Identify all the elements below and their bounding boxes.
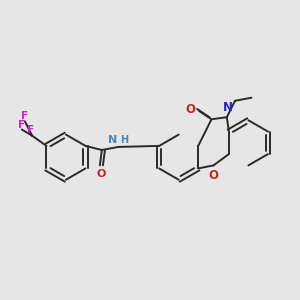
Text: F: F: [28, 124, 34, 135]
Text: N: N: [108, 135, 117, 145]
Text: N: N: [223, 101, 233, 114]
Text: O: O: [185, 103, 195, 116]
Text: F: F: [21, 111, 28, 121]
Text: H: H: [120, 135, 128, 145]
Text: O: O: [208, 169, 218, 182]
Text: F: F: [18, 119, 26, 130]
Text: O: O: [96, 169, 106, 179]
